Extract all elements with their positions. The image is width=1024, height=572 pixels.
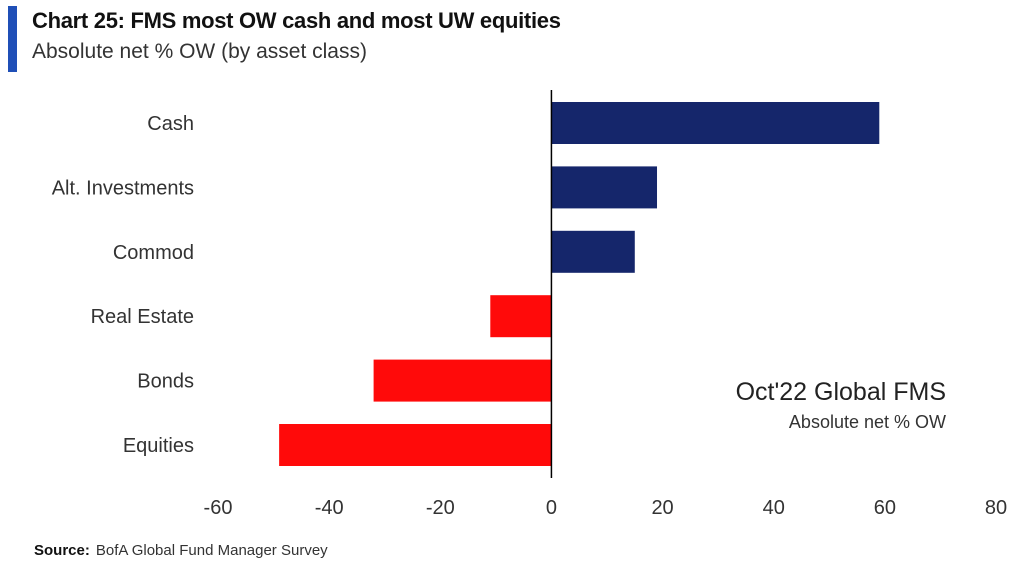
x-tick-label: -20 xyxy=(426,497,455,519)
x-tick-label: -40 xyxy=(315,497,344,519)
source-label: Source: xyxy=(34,542,90,559)
bar-real-estate xyxy=(490,295,552,338)
category-label: Real Estate xyxy=(91,306,194,328)
x-tick-label: 80 xyxy=(985,497,1007,519)
x-tick-label: 40 xyxy=(763,497,785,519)
title-accent-bar xyxy=(8,6,17,72)
bar-equities xyxy=(279,424,552,466)
chart-title: Chart 25: FMS most OW cash and most UW e… xyxy=(32,8,561,33)
category-label: Alt. Investments xyxy=(52,177,194,199)
source-text: BofA Global Fund Manager Survey xyxy=(95,542,328,559)
x-tick-label: 0 xyxy=(546,497,557,519)
category-label: Bonds xyxy=(137,371,194,393)
x-tick-label: 60 xyxy=(874,497,896,519)
x-tick-label: -60 xyxy=(204,497,233,519)
category-label: Commod xyxy=(113,242,194,264)
annotation-subtitle: Absolute net % OW xyxy=(789,412,946,432)
bar-commod xyxy=(551,230,635,273)
x-tick-label: 20 xyxy=(651,497,673,519)
category-label: Equities xyxy=(123,435,194,457)
source-note: Source: BofA Global Fund Manager Survey xyxy=(34,542,328,559)
bar-cash xyxy=(551,102,880,144)
category-label: Cash xyxy=(147,113,194,135)
bar-bonds xyxy=(373,359,552,402)
bar-alt-investments xyxy=(551,166,658,209)
annotation-title: Oct'22 Global FMS xyxy=(736,378,946,406)
chart-subtitle: Absolute net % OW (by asset class) xyxy=(32,40,367,63)
